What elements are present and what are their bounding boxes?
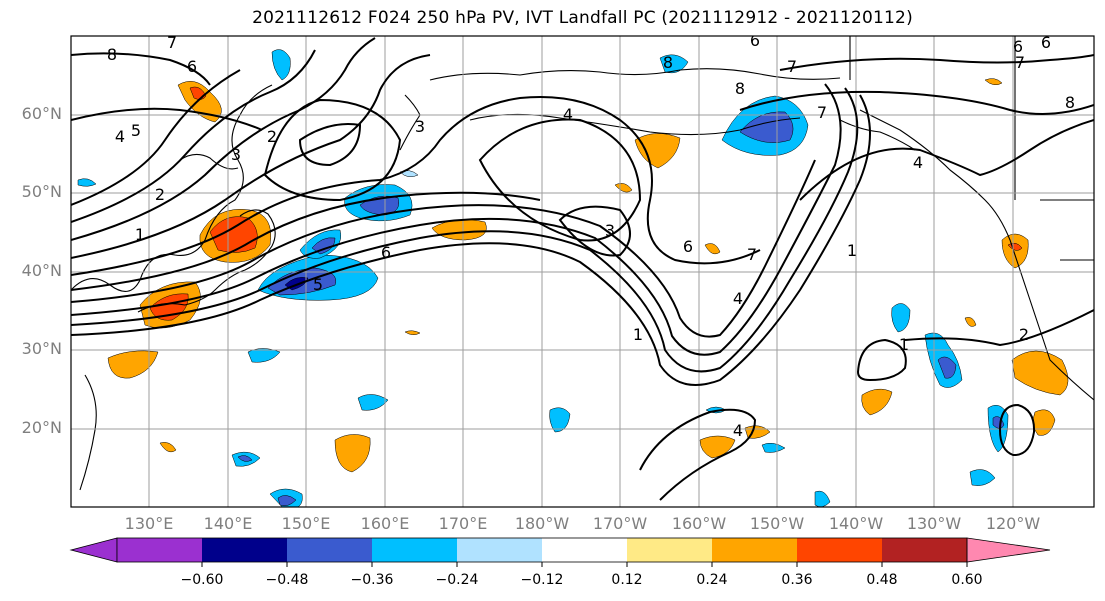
lon-label-160e: 160°E — [360, 514, 410, 533]
contour-label: 1 — [633, 325, 643, 344]
lon-label-120w: 120°W — [985, 514, 1041, 533]
map-frame — [70, 35, 1095, 508]
contour-label: 7 — [787, 57, 797, 76]
contour-label: 1 — [899, 335, 909, 354]
colorbar-tick-label: 0.36 — [781, 572, 813, 588]
pv-contours — [71, 37, 1094, 501]
contour-label: 7 — [817, 103, 827, 122]
contour-label: 3 — [605, 221, 615, 240]
lon-label-170w: 170°W — [592, 514, 648, 533]
contour-label: 1 — [135, 225, 145, 244]
colorbar-segment — [542, 538, 627, 562]
colorbar-segment — [882, 538, 967, 562]
colorbar-segment — [287, 538, 372, 562]
negative-anomaly-shading — [77, 49, 1009, 507]
contour-label: 7 — [167, 33, 177, 52]
colorbar-tick-label: 0.48 — [866, 572, 898, 588]
contour-label: 1 — [847, 241, 857, 260]
contour-label: 2 — [1019, 325, 1029, 344]
contour-label: 7 — [1015, 53, 1025, 72]
contour-label: 8 — [663, 53, 673, 72]
lat-label-30n: 30°N — [21, 339, 62, 358]
lon-label-130e: 130°E — [124, 514, 174, 533]
contour-label: 2 — [155, 185, 165, 204]
lon-label-180w: 180°W — [514, 514, 570, 533]
colorbar-tick-label: −0.48 — [265, 572, 309, 588]
contour-label: 4 — [115, 127, 125, 146]
coastlines — [71, 36, 1094, 491]
colorbar-tick-label: −0.36 — [350, 572, 394, 588]
contour-label: 6 — [187, 57, 197, 76]
colorbar-segment — [372, 538, 457, 562]
contour-label: 2 — [267, 127, 277, 146]
lat-label-50n: 50°N — [21, 182, 62, 201]
contour-label: 8 — [1065, 93, 1075, 112]
lon-label-170e: 170°E — [438, 514, 488, 533]
contour-label: 6 — [1041, 33, 1051, 52]
colorbar-tick-label: −0.60 — [180, 572, 224, 588]
lon-label-160w: 160°W — [671, 514, 727, 533]
contour-label: 5 — [131, 121, 141, 140]
contour-label: 6 — [750, 31, 760, 50]
contour-label: 6 — [1013, 37, 1023, 56]
contour-label: 4 — [563, 105, 573, 124]
lon-label-150e: 150°E — [281, 514, 331, 533]
colorbar — [69, 537, 1051, 567]
contour-label: 8 — [735, 79, 745, 98]
colorbar-extension-high — [966, 537, 1051, 563]
contour-label: 7 — [747, 245, 757, 264]
lat-label-40n: 40°N — [21, 261, 62, 280]
lat-label-20n: 20°N — [21, 418, 62, 437]
lon-label-140e: 140°E — [203, 514, 253, 533]
colorbar-segment — [712, 538, 797, 562]
colorbar-tick-label: 0.12 — [611, 572, 643, 588]
lon-label-130w: 130°W — [906, 514, 962, 533]
lon-label-150w: 150°W — [749, 514, 805, 533]
colorbar-tick-label: −0.12 — [520, 572, 564, 588]
colorbar-segment — [202, 538, 287, 562]
colorbar-tick-label: −0.24 — [435, 572, 479, 588]
colorbar-tick-label: 0.60 — [951, 572, 983, 588]
graticule — [71, 36, 1094, 507]
contour-label: 4 — [733, 421, 743, 440]
contour-label: 8 — [107, 45, 117, 64]
colorbar-segment — [797, 538, 882, 562]
map-title: 2021112612 F024 250 hPa PV, IVT Landfall… — [252, 8, 913, 28]
colorbar-segment — [457, 538, 542, 562]
colorbar-tick-label: 0.24 — [696, 572, 728, 588]
contour-label: 4 — [733, 289, 743, 308]
contour-label: 5 — [313, 275, 323, 294]
colorbar-extension-low — [69, 537, 118, 563]
lon-label-140w: 140°W — [828, 514, 884, 533]
lat-label-60n: 60°N — [21, 104, 62, 123]
colorbar-segment — [117, 538, 202, 562]
contour-label: 3 — [231, 145, 241, 164]
contour-label: 3 — [415, 117, 425, 136]
contour-label: 4 — [913, 153, 923, 172]
contour-label: 6 — [683, 237, 693, 256]
contour-label: 6 — [381, 243, 391, 262]
contour-labels: 8 7 6 5 4 3 2 1 2 3 6 5 4 8 7 6 3 6 7 4 … — [107, 31, 1075, 440]
colorbar-segment — [627, 538, 712, 562]
